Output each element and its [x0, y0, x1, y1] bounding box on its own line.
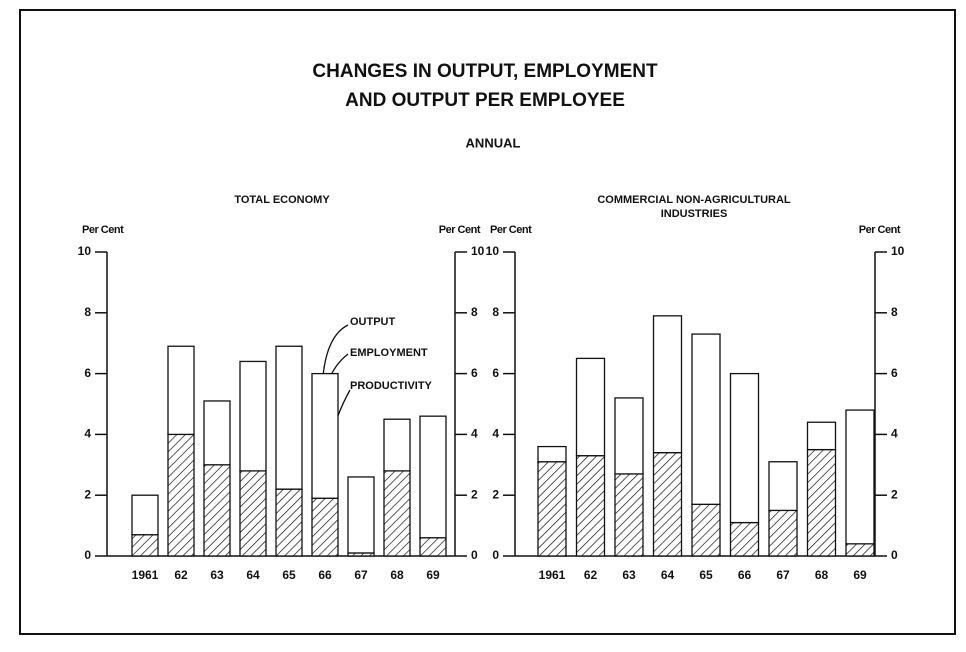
x-tick-label: 62 [174, 568, 188, 582]
x-tick-label: 1961 [539, 568, 566, 582]
x-tick-label: 68 [390, 568, 404, 582]
bar-segment [806, 448, 837, 557]
bar-segment [239, 360, 267, 472]
bar-segment [383, 418, 411, 472]
bar-segment [419, 415, 447, 539]
y2-tick-label: 2 [891, 487, 898, 501]
y2-axis-label: Per Cent [859, 224, 901, 236]
bar-segment [347, 476, 375, 554]
y2-tick-label: 6 [891, 366, 898, 380]
panel-title: TOTAL ECONOMY [234, 194, 330, 206]
bar-segment [311, 372, 339, 499]
x-tick-label: 65 [699, 568, 713, 582]
y2-tick-label: 10 [891, 244, 905, 258]
y2-axis-label: Per Cent [439, 224, 481, 236]
y-tick-label: 0 [492, 548, 499, 562]
y-tick-label: 10 [78, 244, 92, 258]
bar-segment [131, 534, 159, 557]
bar-segment [419, 537, 447, 557]
bar-segment [729, 521, 760, 557]
y-tick-label: 2 [492, 487, 499, 501]
bar-segment [614, 473, 644, 557]
y-tick-label: 4 [492, 427, 499, 441]
y2-tick-label: 4 [471, 427, 478, 441]
bar-segment [652, 451, 683, 557]
bar-segment [614, 397, 644, 475]
annotation: PRODUCTIVITY [350, 380, 433, 392]
y2-tick-label: 6 [471, 366, 478, 380]
y2-tick-label: 0 [471, 548, 478, 562]
y2-tick-label: 4 [891, 427, 898, 441]
y-tick-label: 10 [486, 244, 500, 258]
y-tick-label: 0 [84, 548, 91, 562]
bar-segment [311, 497, 339, 557]
x-tick-label: 68 [815, 568, 829, 582]
y-tick-label: 6 [492, 366, 499, 380]
y2-tick-label: 0 [891, 548, 898, 562]
x-tick-label: 64 [246, 568, 260, 582]
y-tick-label: 2 [84, 487, 91, 501]
bar-segment [652, 315, 683, 454]
bar-segment [131, 494, 159, 536]
y-axis-label: Per Cent [82, 224, 124, 236]
bar-segment [383, 470, 411, 557]
bar-segment [768, 509, 798, 557]
y2-tick-label: 10 [471, 244, 485, 258]
x-tick-label: 67 [776, 568, 790, 582]
y2-tick-label: 8 [471, 305, 478, 319]
bar-segment [845, 543, 875, 557]
x-tick-label: 69 [426, 568, 440, 582]
y-tick-label: 8 [492, 305, 499, 319]
bar-segment [729, 372, 760, 524]
y-tick-label: 4 [84, 427, 91, 441]
chart-title: AND OUTPUT PER EMPLOYEE [345, 90, 625, 111]
x-tick-label: 1961 [132, 568, 159, 582]
x-tick-label: 63 [622, 568, 636, 582]
subtitle: ANNUAL [466, 135, 521, 150]
bar-segment [845, 409, 875, 545]
bar-segment [691, 333, 721, 505]
bar-segment [203, 464, 231, 557]
annotation: OUTPUT [350, 316, 396, 328]
x-tick-label: 62 [584, 568, 598, 582]
frame [19, 9, 956, 635]
bar-segment [275, 345, 303, 490]
x-tick-label: 65 [282, 568, 296, 582]
bar-segment [167, 345, 195, 436]
y2-tick-label: 8 [891, 305, 898, 319]
x-tick-label: 66 [738, 568, 752, 582]
y-axis-label: Per Cent [490, 224, 532, 236]
x-tick-label: 67 [354, 568, 368, 582]
x-tick-label: 63 [210, 568, 224, 582]
panel-title: INDUSTRIES [661, 208, 728, 220]
bar-segment [768, 461, 798, 512]
bar-segment [167, 433, 195, 557]
x-tick-label: 64 [661, 568, 675, 582]
annotation: EMPLOYMENT [350, 347, 428, 359]
panel-title: COMMERCIAL NON-AGRICULTURAL [597, 194, 791, 206]
bar-segment [537, 461, 567, 557]
y2-tick-label: 2 [471, 487, 478, 501]
bar-segment [575, 357, 606, 457]
bar-segment [575, 455, 606, 557]
x-tick-label: 69 [853, 568, 867, 582]
bar-segment [203, 400, 231, 466]
bar-segment [275, 488, 303, 557]
bar-segment [537, 445, 567, 463]
bar-segment [806, 421, 837, 451]
chart-title: CHANGES IN OUTPUT, EMPLOYMENT [312, 61, 658, 82]
y-tick-label: 8 [84, 305, 91, 319]
bar-segment [691, 503, 721, 557]
y-tick-label: 6 [84, 366, 91, 380]
bar-segment [239, 470, 267, 557]
x-tick-label: 66 [318, 568, 332, 582]
